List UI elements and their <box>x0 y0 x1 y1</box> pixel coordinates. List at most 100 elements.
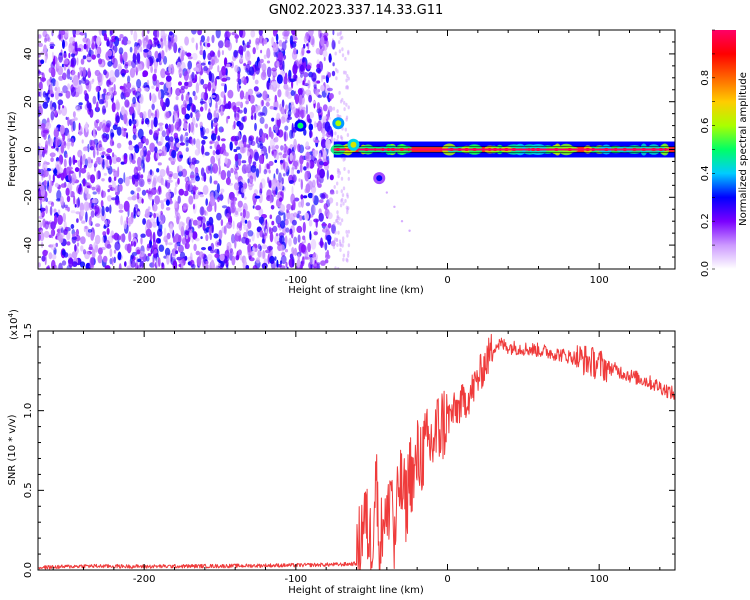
spectrogram-cell <box>289 229 292 236</box>
spectrogram-cell <box>239 30 243 38</box>
spectrogram-cell <box>212 163 219 174</box>
spectrogram-cell <box>231 233 235 244</box>
spectrogram-cell <box>306 43 309 47</box>
spectrogram-cell <box>341 193 345 198</box>
spectrogram-cell <box>270 205 275 210</box>
spectrogram-cell <box>90 231 95 241</box>
spectrogram-cell <box>74 204 77 208</box>
spectrogram-cell <box>50 89 53 94</box>
spectrogram-cell <box>307 79 311 89</box>
spectrogram-cell <box>231 31 237 36</box>
spectrogram-cell <box>238 122 244 131</box>
spectrogram-cell <box>280 106 285 115</box>
spectrogram-cell <box>315 67 321 73</box>
spectrogram-cell <box>238 78 242 85</box>
spectrogram-cell <box>213 233 219 239</box>
spectrogram-cell <box>303 128 307 136</box>
spectrogram-cell <box>68 156 72 167</box>
spectrogram-cell <box>118 65 122 72</box>
spectrogram-cell <box>71 261 78 267</box>
spectrogram-cell <box>176 61 182 69</box>
spectrogram-cell <box>294 93 300 105</box>
spectrogram-cell <box>223 57 228 67</box>
y-multiplier-label: (x104) <box>7 309 20 340</box>
spectrogram-cell <box>305 104 308 115</box>
spectrogram-cell <box>306 162 309 169</box>
spectrogram-cell <box>106 40 110 47</box>
spectrogram-cell <box>192 90 196 97</box>
spectrogram-cell <box>237 70 241 81</box>
spectrogram-cell <box>298 201 302 208</box>
top-x-axis-label: Height of straight line (km) <box>288 285 424 296</box>
spectrogram-cell <box>224 152 229 157</box>
spectrogram-cell <box>326 249 330 259</box>
spectrogram-cell <box>164 92 170 96</box>
spectrogram-cell <box>85 182 91 186</box>
spectrogram-cell <box>274 144 279 150</box>
spectrogram-cell <box>150 248 153 255</box>
spectrogram-cell <box>86 193 91 200</box>
spectrogram-cell <box>66 68 71 80</box>
spectrogram-cell <box>66 241 71 246</box>
spectrogram-cell <box>218 70 223 80</box>
spectrogram-cell <box>298 94 303 106</box>
spectrogram-cell <box>344 127 347 132</box>
spectrogram-cell <box>109 128 114 140</box>
spectrogram-cell <box>140 236 143 245</box>
spectrogram-cell <box>347 229 350 234</box>
spectrogram-cell <box>280 145 284 151</box>
spectrogram-cell <box>284 235 288 246</box>
carrier-band-line <box>333 148 675 151</box>
spectrogram-cell <box>322 50 328 58</box>
spectrogram-cell <box>119 34 124 39</box>
spectrogram-cell <box>335 237 338 242</box>
spectrogram-cell <box>38 149 42 161</box>
spectrogram-cell <box>176 142 181 148</box>
spectrogram-cell <box>102 123 106 133</box>
spectrogram-cell <box>245 91 249 101</box>
spectrogram-cell <box>252 47 256 55</box>
spectrogram-cell <box>263 54 267 60</box>
spectrogram-cell <box>319 161 324 166</box>
spectrogram-cell <box>118 209 124 213</box>
spectrogram-cell <box>258 34 264 44</box>
spectrogram-cell <box>111 38 116 43</box>
spectrogram-cell <box>92 198 98 204</box>
spectrogram-cell <box>211 223 214 234</box>
spectrogram-cell <box>190 164 195 171</box>
spectrogram-cell <box>96 101 99 112</box>
spectrogram-cell <box>60 227 64 234</box>
x-tick-label: -100 <box>284 275 307 286</box>
spectrogram-cell <box>187 183 194 193</box>
colorbar-tick-label: 0.2 <box>700 213 711 229</box>
spectrogram-cell <box>192 231 198 240</box>
spectrogram-cell <box>220 111 224 116</box>
spectrogram-cell <box>249 175 254 185</box>
spectrogram-cell <box>127 216 134 225</box>
spectrogram-cell <box>283 146 290 156</box>
spectrogram-cell <box>38 233 41 242</box>
spectrogram-cell <box>54 137 60 148</box>
spectrogram-cell <box>303 166 307 171</box>
spectrogram-cell <box>150 187 157 195</box>
spectrogram-cell <box>106 148 113 154</box>
spectrogram-cell <box>338 239 342 244</box>
spectrogram-cell <box>188 231 193 238</box>
spectrogram-cell <box>38 142 41 147</box>
spectrogram-cell <box>264 38 268 45</box>
spectrogram-cell <box>329 130 333 138</box>
spectrogram-cell <box>109 204 112 214</box>
spectrogram-cell <box>227 31 232 37</box>
spectrogram-cell <box>87 232 91 238</box>
spectrogram-cell <box>168 64 172 74</box>
spectrogram-cell <box>220 138 226 142</box>
spectrogram-cell <box>105 120 112 128</box>
spectrogram-cell <box>174 243 178 249</box>
spectrogram-cell <box>192 203 196 210</box>
spectrogram-cell <box>302 91 307 95</box>
spectrogram-cell <box>72 111 76 118</box>
spectrogram-cell <box>126 216 129 225</box>
spectrogram-cell <box>170 160 175 165</box>
spectrogram-cell <box>114 199 121 206</box>
spectrogram-cell <box>328 197 334 204</box>
